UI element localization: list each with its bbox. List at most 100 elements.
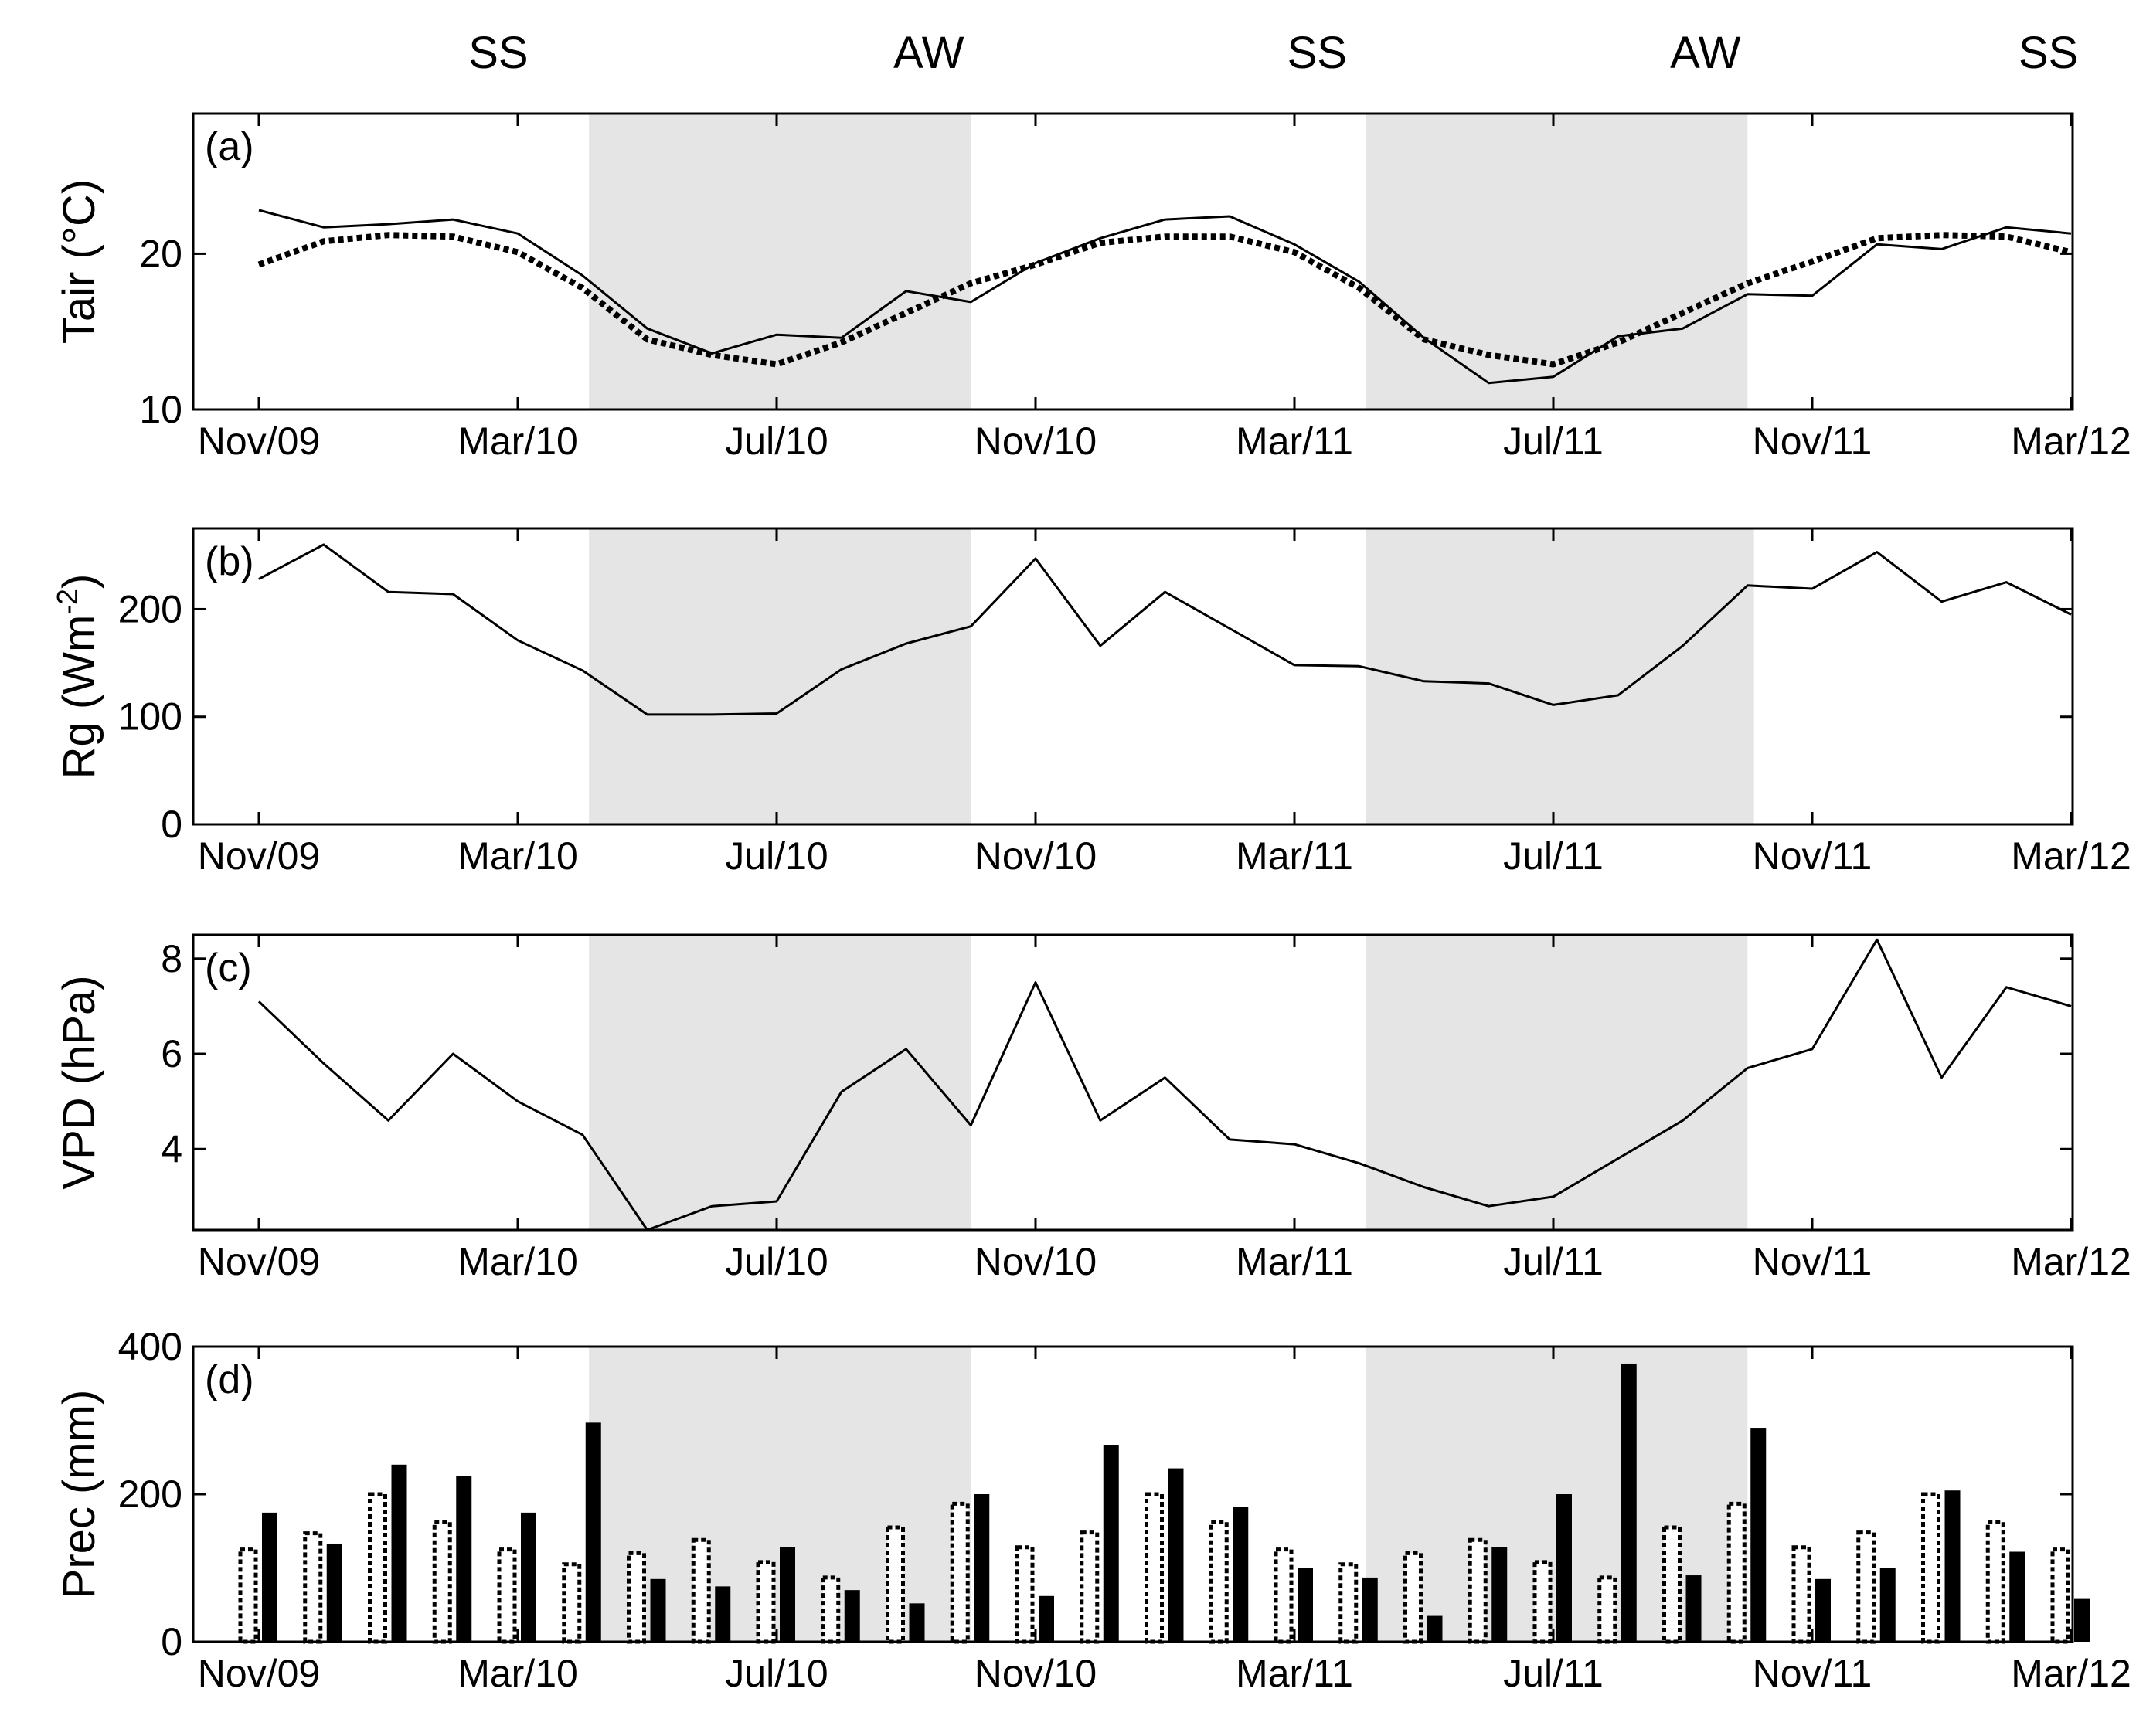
y-axis-label: Rg (Wm-2)	[52, 574, 104, 780]
bar-observed	[456, 1476, 472, 1642]
x-tick-label: Jul/10	[725, 420, 828, 463]
x-tick-label: Nov/09	[198, 420, 320, 463]
bar-observed	[1621, 1363, 1637, 1642]
panel-c: Nov/09 Mar/10 Jul/10 Nov/10 Mar/11 Jul/11 Nov/…	[54, 933, 2131, 1283]
bar-observed	[1427, 1615, 1443, 1642]
bar-observed	[1685, 1575, 1702, 1642]
panel-label: (a)	[205, 124, 254, 169]
season-label-3: AW	[1670, 28, 1741, 78]
bar-climatology	[1921, 1492, 1940, 1644]
aw-shade-0	[589, 528, 971, 824]
y-tick-label: 0	[161, 803, 182, 846]
y-axis-label: VPD (hPa)	[54, 975, 104, 1189]
bar-climatology	[950, 1501, 970, 1644]
season-label-1: AW	[893, 28, 964, 78]
bar-climatology	[497, 1547, 517, 1644]
bar-climatology	[562, 1562, 582, 1644]
bar-climatology	[1468, 1537, 1488, 1644]
x-tick-label: Nov/09	[198, 1240, 320, 1283]
x-tick-label: Jul/10	[725, 1652, 828, 1695]
x-tick-label: Nov/10	[974, 1240, 1097, 1283]
x-tick-label: Nov/09	[198, 1652, 320, 1695]
series-line-VPD	[257, 938, 2072, 1232]
bar-climatology	[2050, 1547, 2070, 1644]
x-tick-label: Jul/11	[1503, 834, 1604, 878]
bar-observed	[1298, 1568, 1313, 1642]
y-tick-label: 400	[118, 1325, 182, 1368]
bar-observed	[1103, 1445, 1119, 1642]
axes-frame	[192, 933, 2074, 1232]
bar-observed	[1039, 1595, 1054, 1642]
x-tick-label: Mar/10	[457, 1652, 578, 1695]
axes-frame	[192, 1345, 2074, 1643]
bar-climatology	[1597, 1575, 1617, 1644]
y-tick-label: 20	[139, 232, 182, 275]
bar-observed	[650, 1578, 666, 1642]
bar-climatology	[238, 1547, 258, 1644]
bar-climatology	[1209, 1520, 1229, 1644]
bar-observed	[1168, 1468, 1184, 1642]
x-tick-label: Jul/11	[1503, 1240, 1604, 1283]
x-tick-label: Jul/11	[1503, 420, 1604, 463]
bar-observed	[1233, 1507, 1249, 1642]
bar-climatology	[1856, 1530, 1876, 1644]
bar-climatology	[1015, 1545, 1035, 1644]
x-tick-label: Nov/10	[974, 420, 1097, 463]
x-tick-label: Nov/11	[1753, 420, 1872, 463]
x-tick-label: Mar/11	[1236, 420, 1353, 463]
bar-climatology	[886, 1525, 905, 1644]
panel-label: (b)	[205, 539, 254, 584]
series-line-observed	[258, 209, 2072, 385]
panel-d: Nov/09 Mar/10 Jul/10 Nov/10 Mar/11 Jul/11 Nov/…	[54, 1325, 2131, 1695]
panel-label: (c)	[205, 946, 252, 990]
y-tick-label: 10	[139, 388, 182, 431]
bar-observed	[844, 1590, 860, 1642]
x-tick-label: Nov/11	[1753, 1240, 1872, 1283]
bar-observed	[1815, 1578, 1831, 1642]
bar-observed	[1750, 1428, 1767, 1642]
bar-observed	[2074, 1598, 2090, 1642]
y-tick-label: 200	[118, 1473, 182, 1516]
bar-observed	[391, 1464, 407, 1642]
bar-observed	[1879, 1568, 1896, 1642]
bar-climatology	[432, 1520, 452, 1644]
y-tick-label: 200	[118, 587, 182, 630]
bar-observed	[909, 1603, 925, 1642]
x-tick-label: Nov/10	[974, 834, 1097, 878]
x-tick-label: Mar/12	[2011, 834, 2131, 878]
x-tick-label: Mar/12	[2011, 1240, 2131, 1283]
panel-a: Nov/09 Mar/10 Jul/10 Nov/10 Mar/11 Jul/11 Nov/…	[54, 112, 2131, 463]
bar-observed	[715, 1586, 731, 1642]
bar-observed	[1362, 1577, 1378, 1642]
bar-climatology	[368, 1492, 387, 1644]
bar-climatology	[821, 1575, 841, 1644]
bar-observed	[521, 1512, 536, 1642]
x-tick-label: Mar/11	[1236, 1652, 1353, 1695]
x-tick-label: Nov/09	[198, 834, 320, 878]
y-axis-label: Tair (°C)	[54, 179, 104, 344]
bar-observed	[2009, 1551, 2025, 1642]
bar-climatology	[1532, 1560, 1553, 1644]
x-tick-label: Nov/11	[1753, 1652, 1872, 1695]
bar-climatology	[1726, 1501, 1747, 1644]
y-tick-label: 0	[161, 1620, 182, 1663]
x-tick-label: Mar/10	[457, 1240, 578, 1283]
bar-climatology	[303, 1531, 323, 1644]
bar-climatology	[1985, 1520, 2005, 1644]
series-line-climatology	[257, 232, 2072, 368]
bar-climatology	[1403, 1551, 1423, 1644]
aw-shade-1	[1366, 114, 1748, 409]
x-tick-label: Jul/10	[725, 834, 828, 878]
axes-frame	[192, 527, 2074, 826]
panel-b: Nov/09 Mar/10 Jul/10 Nov/10 Mar/11 Jul/11 Nov/…	[52, 527, 2131, 878]
y-tick-label: 8	[161, 937, 182, 980]
y-axis-label: Prec (mm)	[54, 1390, 104, 1599]
bar-climatology	[1274, 1547, 1294, 1644]
x-tick-label: Mar/12	[2011, 420, 2131, 463]
bar-observed	[974, 1494, 990, 1642]
aw-shade-0	[589, 935, 971, 1230]
bar-climatology	[627, 1551, 646, 1644]
bar-climatology	[1080, 1530, 1100, 1644]
bar-observed	[1491, 1547, 1508, 1642]
